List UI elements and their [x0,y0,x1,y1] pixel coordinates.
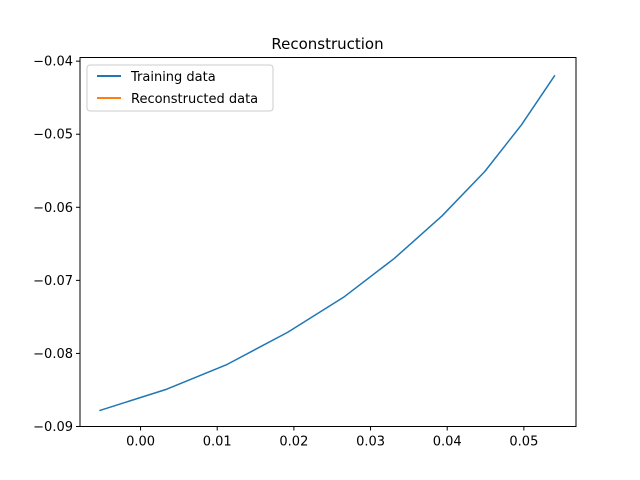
legend: Training data Reconstructed data [87,65,273,111]
y-tick-label: −0.05 [33,128,73,143]
y-tick-label: −0.06 [33,201,73,216]
x-tick-label: 0.00 [126,435,155,450]
legend-label-training-data: Training data [130,70,216,85]
plot-area [80,58,576,427]
y-tick-label: −0.04 [33,55,73,70]
x-tick-label: 0.03 [356,435,385,450]
y-tick-label: −0.08 [33,347,73,362]
y-tick-label: −0.07 [33,274,73,289]
x-tick-label: 0.01 [203,435,232,450]
x-tick-label: 0.05 [509,435,538,450]
x-tick-label: 0.02 [279,435,308,450]
legend-label-reconstructed-data: Reconstructed data [131,92,258,107]
x-tick-label: 0.04 [433,435,462,450]
chart-title: Reconstruction [271,35,383,53]
y-tick-label: −0.09 [33,420,73,435]
